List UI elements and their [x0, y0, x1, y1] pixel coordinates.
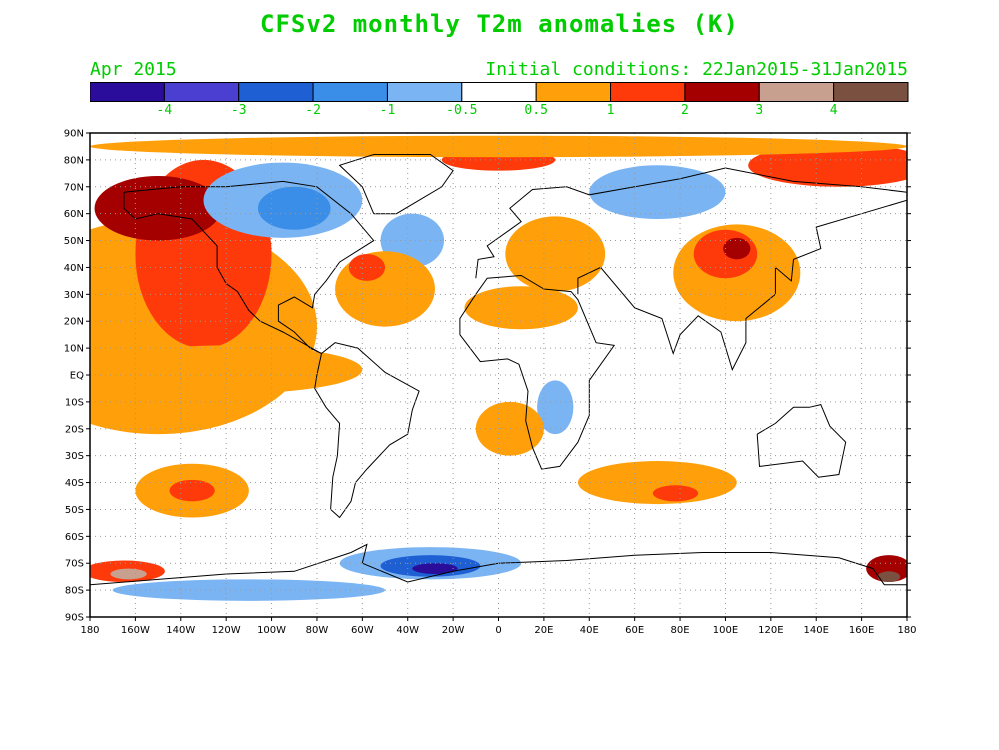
lat-label: 40N — [64, 263, 84, 274]
anomaly-region-antarctic-atlantic-core — [412, 563, 458, 574]
lon-label: 0 — [495, 625, 501, 636]
lat-label: 80S — [65, 586, 84, 597]
anomaly-region-ross-sea-core — [110, 568, 147, 580]
colorbar-tick-label: 1 — [606, 103, 615, 118]
anomaly-region-south-pacific-core — [169, 479, 215, 502]
coastlines — [90, 154, 907, 586]
anomaly-region-arctic-canada-cooler — [257, 186, 331, 230]
colorbar-tick-label: -4 — [156, 103, 173, 118]
colorbar-tick-label: -2 — [305, 103, 321, 118]
anomaly-region-bellingshausen-cool — [112, 579, 386, 601]
lat-label: 20N — [64, 317, 84, 328]
lat-label: 30N — [64, 290, 84, 301]
anomaly-region-europe-warm — [505, 216, 606, 292]
lat-label: 30S — [65, 451, 84, 462]
lon-label: 40W — [396, 625, 419, 636]
initial-conditions: Initial conditions: 22Jan2015-31Jan2015 — [485, 59, 908, 80]
graticule — [90, 133, 907, 617]
colorbar-swatch — [833, 82, 909, 102]
lat-label: EQ — [70, 371, 84, 382]
colorbar-tick-label: -3 — [230, 103, 247, 118]
lon-label: 20W — [442, 625, 465, 636]
lat-label: 60S — [65, 532, 84, 543]
colorbar-tick-label: 4 — [829, 103, 838, 118]
lon-label: 60E — [625, 625, 644, 636]
lat-label: 70N — [64, 182, 84, 193]
anomaly-region-arctic-warm-band — [90, 135, 907, 158]
forecast-month: Apr 2015 — [90, 59, 177, 80]
lat-label: 90S — [65, 613, 84, 624]
coastline — [338, 154, 454, 215]
anomaly-region-east-asia-core — [723, 237, 751, 260]
lat-label: 70S — [65, 559, 84, 570]
coastline — [90, 543, 907, 586]
lat-label: 50S — [65, 505, 84, 516]
lon-label: 120E — [758, 625, 783, 636]
colorbar — [90, 82, 909, 102]
anomaly-region-indian-ocean-warm — [475, 401, 544, 456]
lat-label: 90N — [64, 129, 84, 140]
lon-label: 160W — [121, 625, 150, 636]
coastline — [475, 167, 907, 279]
lon-label: 140E — [804, 625, 829, 636]
lon-label: 20E — [534, 625, 553, 636]
chart-title: CFSv2 monthly T2m anomalies (K) — [260, 10, 739, 38]
lon-label: 180 — [80, 625, 99, 636]
colorbar-tick-label: 0.5 — [524, 103, 548, 118]
coastline — [459, 274, 616, 470]
lon-label: 180 — [897, 625, 916, 636]
lon-label: 100E — [713, 625, 738, 636]
lon-label: 80W — [306, 625, 329, 636]
coastline — [123, 180, 375, 354]
lat-label: 40S — [65, 478, 84, 489]
lat-label: 50N — [64, 236, 84, 247]
anomaly-region-north-africa-warm — [464, 286, 578, 330]
lon-label: 60W — [351, 625, 374, 636]
anomaly-region-atlantic-warm-core — [348, 254, 386, 281]
anomaly-region-siberia-cool — [589, 165, 726, 220]
anomaly-region-south-indian-core — [652, 485, 699, 502]
coastline — [577, 199, 907, 371]
anomaly-region-arctic-north-warm — [748, 143, 907, 187]
colorbar-labels: -4 -3 -2 -1 -0.5 0.5 1 2 3 4 — [0, 103, 999, 123]
lon-label: 100W — [257, 625, 286, 636]
lat-label: 80N — [64, 155, 84, 166]
colorbar-tick-label: 2 — [680, 103, 689, 118]
lon-label: 40E — [580, 625, 599, 636]
colorbar-tick-label: -1 — [379, 103, 396, 118]
lon-label: 160E — [849, 625, 874, 636]
lat-label: 10N — [64, 344, 84, 355]
colorbar-tick-label: 3 — [755, 103, 764, 118]
anomaly-region-east-pacific-eq-warm — [90, 345, 363, 394]
lat-label: 60N — [64, 209, 84, 220]
lon-label: 140W — [166, 625, 195, 636]
lon-label: 80E — [671, 625, 690, 636]
lat-label: 20S — [65, 424, 84, 435]
lon-label: 120W — [212, 625, 241, 636]
colorbar-tick-label: -0.5 — [446, 103, 478, 118]
lat-label: 10S — [65, 397, 84, 408]
coastline — [756, 404, 847, 478]
anomaly-region-africa-cool — [537, 380, 574, 435]
anomaly-region-new-zealand-sector-core — [877, 571, 901, 583]
